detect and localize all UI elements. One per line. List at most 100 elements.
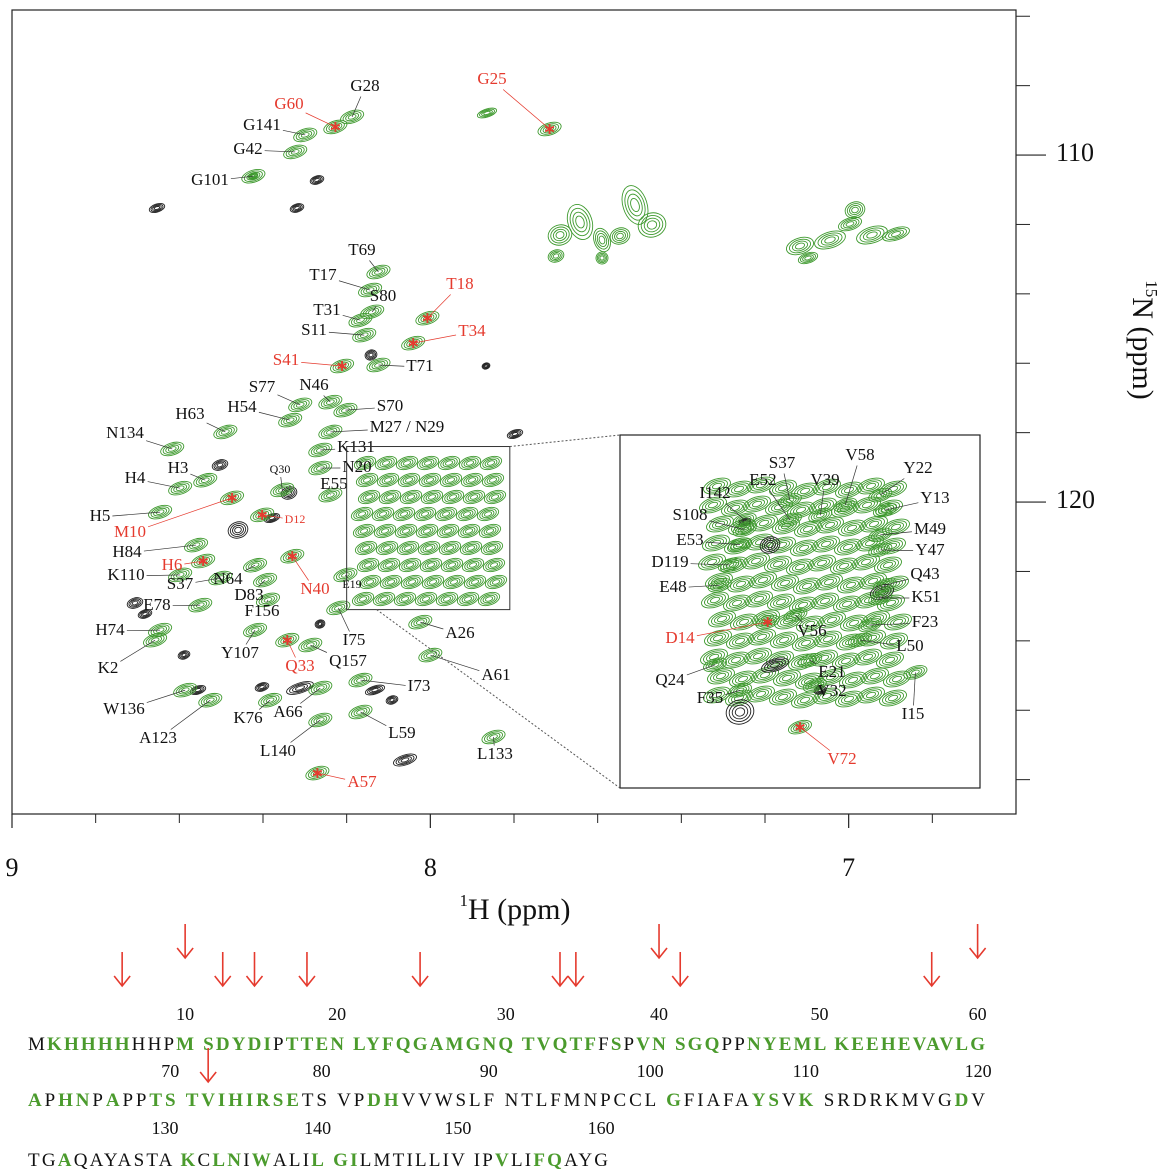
contour-ring: [821, 520, 839, 530]
contour-cluster: [477, 591, 501, 607]
contour-cluster: [476, 506, 500, 522]
residue-arrow: [245, 952, 264, 988]
black-contour: [364, 349, 378, 361]
contour-ring: [189, 540, 203, 550]
peak-label: H63: [175, 404, 204, 423]
contour-ring: [860, 619, 880, 631]
contour-ring: [418, 525, 436, 537]
contour-ring: [380, 543, 394, 553]
contour-ring: [288, 147, 303, 157]
contour-ring: [788, 610, 803, 620]
contour-ring: [467, 477, 477, 483]
residue-arrow: [176, 924, 194, 960]
peak: [783, 607, 808, 623]
peak-label: I73: [408, 676, 431, 695]
contour-ring: [705, 536, 727, 550]
contour-ring: [315, 465, 325, 471]
inset-contour-cluster: [814, 630, 842, 648]
sequence-text: P: [45, 1090, 56, 1111]
contour-ring: [285, 490, 293, 496]
contour-ring: [750, 687, 772, 701]
contour-ring: [364, 494, 374, 500]
sequence-highlight: A: [58, 1150, 72, 1171]
contour-ring: [833, 559, 855, 573]
contour-ring: [417, 593, 435, 605]
contour-ring: [310, 714, 330, 726]
sequence-text: F: [598, 1034, 609, 1055]
contour-ring: [883, 634, 905, 648]
contour-ring: [805, 679, 825, 691]
contour-ring: [732, 672, 754, 686]
contour-cluster: [837, 216, 863, 232]
sequence-text: SRDRKMVG: [816, 1090, 952, 1111]
peak-label: H84: [112, 542, 142, 561]
contour-ring: [640, 215, 664, 235]
contour-ring: [483, 526, 497, 536]
peak: [868, 542, 893, 558]
contour-ring: [850, 634, 870, 646]
peak: [270, 482, 295, 498]
contour-ring: [483, 489, 507, 505]
contour-ring: [821, 483, 833, 491]
contour-ring: [441, 511, 451, 517]
contour-ring: [840, 218, 860, 230]
inset-contour-cluster: [790, 539, 818, 557]
contour-ring: [804, 255, 812, 261]
contour-ring: [341, 572, 350, 578]
contour-ring: [258, 575, 273, 585]
contour-ring: [398, 557, 422, 573]
contour-ring: [354, 593, 372, 605]
contour-cluster: [358, 574, 382, 590]
residue-arrow: [113, 952, 131, 988]
contour-ring: [243, 622, 268, 638]
contour-cluster: [882, 226, 910, 242]
contour-ring: [813, 651, 835, 665]
contour-ring: [347, 114, 357, 120]
x-axis-title-text: H (ppm): [468, 893, 570, 926]
contour-ring: [275, 632, 300, 648]
contour-ring: [410, 616, 430, 628]
contour-ring: [832, 652, 860, 670]
contour-ring: [824, 236, 836, 244]
peak: [318, 424, 343, 440]
residue-arrow: [567, 952, 585, 988]
contour-ring: [356, 677, 365, 683]
contour-ring: [855, 555, 877, 569]
contour-ring: [708, 690, 726, 700]
leader-line: [310, 644, 328, 653]
contour-ring: [767, 660, 783, 670]
contour-ring: [835, 654, 857, 668]
leader-line: [427, 294, 451, 319]
contour-ring: [773, 633, 795, 647]
contour-ring: [470, 579, 480, 585]
contour-ring: [814, 630, 842, 648]
peak-label: Q30: [270, 462, 291, 476]
contour-ring: [715, 672, 727, 680]
contour-ring: [731, 704, 749, 720]
contour-ring: [750, 594, 768, 604]
contour-ring: [395, 455, 419, 471]
contour-ring: [466, 576, 484, 588]
contour-ring: [290, 149, 300, 155]
peak: [358, 282, 383, 298]
contour-ring: [357, 330, 372, 340]
contour-ring: [275, 485, 290, 495]
contour-ring: [404, 477, 414, 483]
peak-label: F35: [697, 688, 723, 707]
peak: [298, 637, 323, 653]
sequence-text: VVWSLF NTLFMNPCCL: [401, 1090, 663, 1111]
contour-ring: [380, 528, 390, 534]
contour-ring: [853, 635, 867, 645]
contour-ring: [842, 580, 860, 590]
contour-ring: [755, 614, 780, 630]
contour-ring: [359, 559, 377, 571]
contour-ring: [508, 430, 522, 438]
contour-ring: [812, 535, 840, 553]
contour-cluster: [459, 540, 483, 556]
contour-ring: [371, 360, 386, 370]
contour-ring: [729, 634, 751, 648]
contour-ring: [723, 594, 751, 612]
contour-ring: [743, 495, 771, 513]
contour-ring: [725, 653, 747, 667]
peak-label: G141: [243, 115, 281, 134]
